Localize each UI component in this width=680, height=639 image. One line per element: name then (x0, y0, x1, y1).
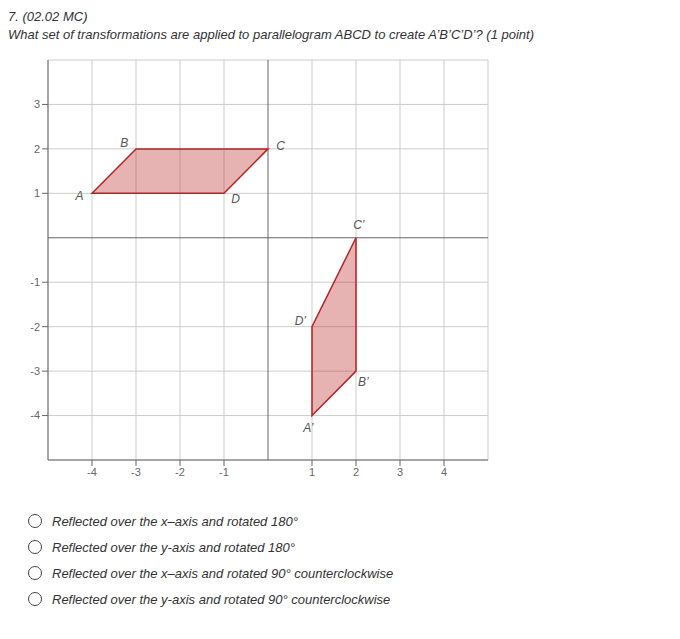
svg-text:1: 1 (34, 187, 40, 199)
svg-text:C’: C’ (353, 218, 365, 232)
svg-text:-2: -2 (175, 466, 185, 478)
svg-text:C: C (276, 139, 285, 153)
html-text:What set of transformations ar: What set of transformations are applied … (8, 27, 534, 42)
svg-text:-4: -4 (87, 466, 97, 478)
svg-text:-2: -2 (30, 321, 40, 333)
html-text:Reflected over the x–axis and: Reflected over the x–axis and rotated 18… (52, 513, 298, 529)
svg-text:B: B (120, 136, 128, 150)
html-text:Reflected over the y-axis and: Reflected over the y-axis and rotated 90… (52, 591, 391, 607)
svg-text:-4: -4 (30, 409, 40, 421)
svg-text:2: 2 (353, 466, 359, 478)
svg-text:B’: B’ (358, 375, 369, 389)
svg-text:-3: -3 (30, 365, 40, 377)
svg-text:D: D (231, 192, 240, 206)
svg-text:-1: -1 (219, 466, 229, 478)
svg-text:-1: -1 (30, 276, 40, 288)
svg-text:A’: A’ (302, 421, 314, 435)
html-text:7. (02.02 MC): 7. (02.02 MC) (8, 9, 88, 24)
svg-text:A: A (74, 189, 83, 203)
svg-text:-3: -3 (131, 466, 141, 478)
html-text:Reflected over the y-axis and: Reflected over the y-axis and rotated 18… (52, 539, 295, 555)
html-text:Reflected over the x–axis and: Reflected over the x–axis and rotated 90… (52, 565, 394, 581)
svg-text:1: 1 (309, 466, 315, 478)
svg-text:4: 4 (441, 466, 447, 478)
svg-text:D’: D’ (295, 314, 307, 328)
svg-text:3: 3 (397, 466, 403, 478)
svg-text:2: 2 (34, 143, 40, 155)
svg-text:3: 3 (34, 98, 40, 110)
